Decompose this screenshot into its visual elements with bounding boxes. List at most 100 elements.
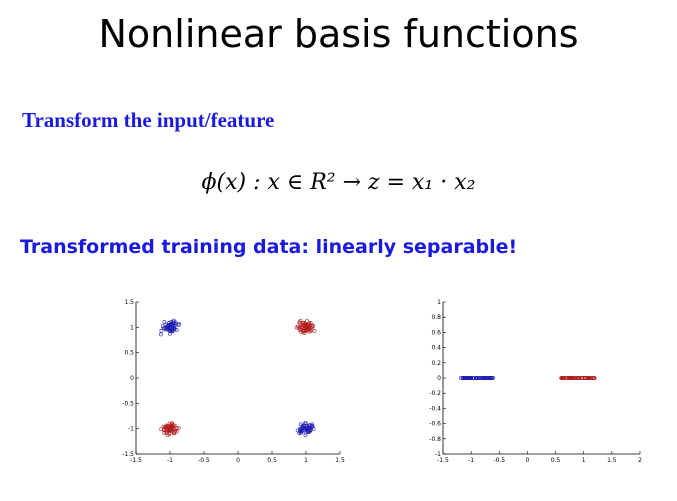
- x-tick-label: 0.5: [551, 457, 561, 464]
- x-tick-label: 0: [526, 457, 530, 464]
- data-point: [482, 376, 487, 380]
- data-point: [474, 376, 479, 380]
- data-point: [158, 332, 163, 337]
- data-point: [298, 428, 303, 433]
- data-point: [172, 327, 177, 332]
- data-point: [295, 428, 300, 433]
- data-point: [307, 321, 312, 326]
- y-tick-label: 0.8: [431, 314, 441, 321]
- data-point: [560, 376, 565, 380]
- data-point: [294, 325, 299, 330]
- x-tick-label: -1.5: [437, 457, 449, 464]
- data-point: [576, 376, 581, 380]
- data-point: [167, 430, 172, 435]
- data-point: [488, 376, 493, 380]
- x-tick-label: 1: [582, 457, 586, 464]
- data-point: [305, 323, 310, 328]
- data-point: [177, 321, 181, 326]
- data-point: [312, 329, 317, 333]
- data-point: [462, 376, 467, 380]
- data-point: [302, 331, 307, 335]
- data-point: [161, 424, 166, 429]
- x-tick-label: 1: [304, 457, 308, 464]
- data-point: [165, 326, 170, 331]
- y-tick-label: -0.8: [429, 436, 441, 443]
- data-point: [491, 376, 495, 380]
- data-point: [166, 424, 171, 428]
- data-point: [297, 326, 302, 331]
- data-point: [471, 376, 476, 380]
- y-tick-label: -1.5: [122, 451, 134, 458]
- data-point: [172, 321, 177, 326]
- data-point: [565, 376, 570, 380]
- data-point: [306, 429, 311, 434]
- data-point: [170, 424, 175, 429]
- x-tick-label: -0.5: [493, 457, 505, 464]
- data-point: [159, 328, 164, 333]
- y-tick-label: 1.5: [124, 299, 134, 306]
- y-tick-label: 0: [437, 375, 441, 382]
- x-tick-label: 2: [638, 457, 642, 464]
- data-point: [571, 376, 575, 380]
- y-tick-label: -0.4: [429, 405, 441, 412]
- y-tick-label: 0.5: [124, 350, 134, 357]
- data-point: [162, 430, 167, 435]
- data-point: [587, 376, 592, 380]
- data-point: [311, 323, 316, 328]
- y-tick-label: 0.2: [431, 360, 441, 367]
- data-point: [304, 327, 309, 332]
- data-point: [165, 324, 169, 329]
- data-point: [480, 376, 484, 380]
- separable-heading: Transformed training data: linearly sepa…: [20, 236, 518, 258]
- data-point: [308, 427, 313, 432]
- data-point: [170, 428, 174, 433]
- data-point: [585, 376, 590, 380]
- data-point: [466, 376, 471, 380]
- data-point: [566, 376, 571, 380]
- data-point: [174, 328, 179, 333]
- data-point: [163, 427, 168, 431]
- x-tick-label: -1.5: [130, 457, 142, 464]
- transform-heading: Transform the input/feature: [22, 108, 275, 132]
- data-point: [579, 376, 584, 380]
- x-tick-label: 0: [236, 457, 240, 464]
- data-point: [591, 376, 595, 380]
- slide-title: Nonlinear basis functions: [98, 12, 579, 56]
- y-tick-label: -1: [128, 426, 134, 433]
- data-point: [159, 427, 164, 432]
- y-tick-label: -0.6: [429, 421, 441, 428]
- x-tick-label: -1: [167, 457, 173, 464]
- data-point: [592, 376, 597, 380]
- data-point: [170, 328, 175, 332]
- y-tick-label: -0.5: [122, 400, 134, 407]
- data-point: [306, 326, 311, 331]
- data-point: [167, 331, 172, 336]
- data-point: [469, 376, 474, 380]
- data-point: [176, 426, 181, 430]
- data-point: [299, 330, 304, 334]
- data-point: [465, 376, 470, 380]
- y-tick-label: 0: [130, 375, 134, 382]
- y-tick-label: 0.4: [431, 345, 441, 352]
- y-tick-label: 0.6: [431, 329, 441, 336]
- data-point: [308, 321, 313, 326]
- data-point: [167, 428, 172, 433]
- x-tick-label: 0.5: [267, 457, 277, 464]
- y-tick-label: -0.2: [429, 390, 441, 397]
- x-tick-label: 1.5: [335, 457, 345, 464]
- x-tick-label: 1.5: [607, 457, 617, 464]
- data-point: [170, 329, 175, 334]
- y-tick-label: 1: [437, 299, 441, 306]
- x-tick-label: -0.5: [198, 457, 210, 464]
- y-tick-label: 1: [130, 324, 134, 331]
- data-point: [174, 429, 179, 434]
- data-point: [169, 323, 173, 328]
- data-point: [304, 319, 309, 323]
- data-point: [309, 425, 314, 429]
- data-point: [297, 431, 302, 436]
- data-point: [162, 320, 167, 324]
- y-tick-label: -1: [435, 451, 441, 458]
- x-tick-label: -1: [468, 457, 474, 464]
